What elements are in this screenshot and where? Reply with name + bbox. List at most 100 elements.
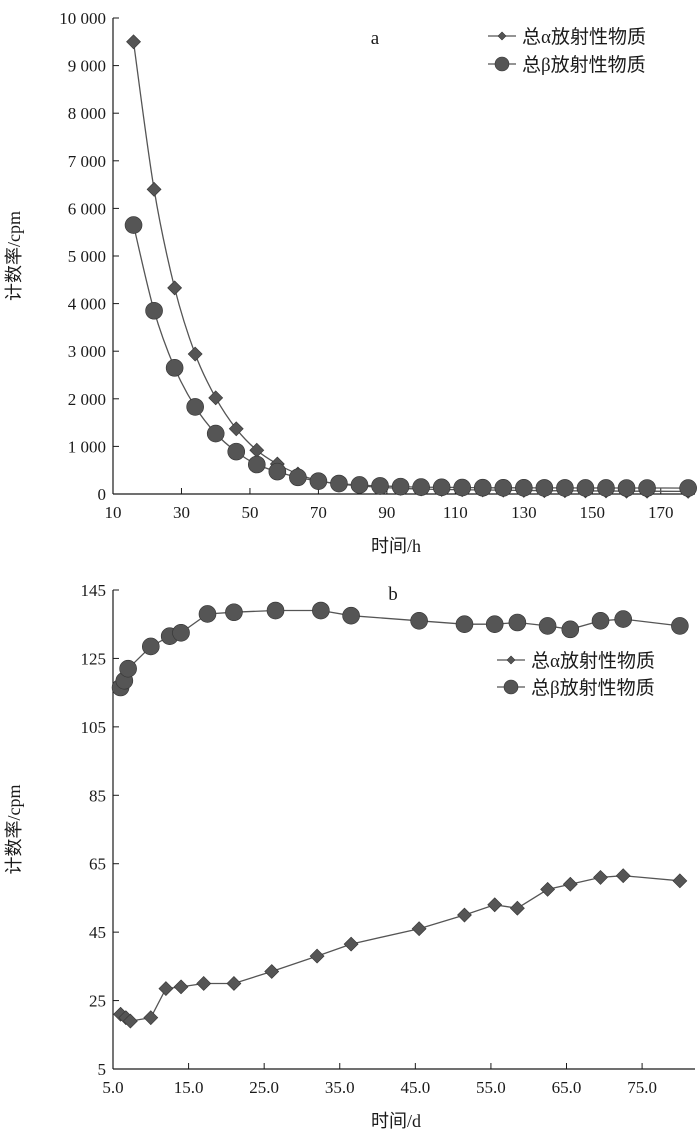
- circle-point: [455, 615, 474, 634]
- circle-point: [638, 479, 656, 497]
- x-tick-label: 25.0: [249, 1078, 279, 1097]
- chart-panel-a: 0 1 000 2 000 3 000 4 000 5 000 6 000 7 000 8 00…: [4, 9, 697, 556]
- diamond-point: [143, 1010, 159, 1026]
- series-line: [120, 875, 680, 1022]
- legend-circle-marker: [494, 56, 510, 72]
- diamond-point: [208, 390, 224, 406]
- circle-point: [473, 478, 492, 497]
- diamond-point: [173, 979, 189, 995]
- legend-entry: 总α放射性物质: [497, 650, 655, 672]
- y-tick-label: 5 000: [68, 247, 106, 266]
- diamond-point: [540, 881, 556, 897]
- circle-point: [268, 462, 287, 481]
- circle-point: [391, 477, 410, 496]
- legend-entry: 总α放射性物质: [488, 26, 646, 48]
- circle-point: [247, 455, 266, 474]
- x-tick-label: 5.0: [102, 1078, 123, 1097]
- legend-label: 总β放射性物质: [522, 54, 646, 76]
- legend-diamond-marker: [497, 31, 507, 41]
- y-tick-label: 25: [89, 992, 106, 1011]
- diamond-point: [228, 421, 244, 437]
- circle-point: [225, 603, 243, 622]
- y-axis-title: 计数率/cpm: [4, 211, 24, 301]
- circle-point: [186, 398, 204, 416]
- y-tick-label: 1 000: [68, 437, 106, 456]
- circle-point: [410, 611, 428, 630]
- x-tick-label: 10: [105, 503, 122, 522]
- diamond-point: [309, 948, 325, 964]
- diamond-point: [158, 981, 174, 997]
- legend-label: 总α放射性物质: [531, 650, 655, 672]
- circle-point: [614, 610, 632, 628]
- x-tick-label: 150: [580, 503, 606, 522]
- circle-point: [515, 479, 533, 497]
- x-tick-label: 130: [511, 503, 537, 522]
- y-tick-label: 105: [81, 718, 107, 737]
- legend-diamond-marker: [506, 655, 516, 665]
- circle-point: [342, 606, 360, 625]
- x-tick-label: 70: [310, 503, 327, 522]
- circle-point: [671, 617, 689, 635]
- x-tick-label: 35.0: [325, 1078, 355, 1097]
- circle-point: [432, 478, 451, 497]
- x-tick-label: 55.0: [476, 1078, 506, 1097]
- series-beta: [111, 601, 689, 697]
- circle-point: [350, 476, 369, 494]
- y-axis-title: 计数率/cpm: [4, 785, 24, 875]
- circle-point: [141, 637, 160, 656]
- x-tick-label: 30: [173, 503, 190, 522]
- circle-point: [124, 216, 143, 234]
- diamond-point: [167, 280, 183, 296]
- y-tick-label: 7 000: [68, 152, 106, 171]
- diamond-point: [146, 181, 162, 197]
- diamond-point: [487, 897, 503, 913]
- y-tick-label: 9 000: [68, 57, 106, 76]
- x-tick-label: 170: [648, 503, 674, 522]
- circle-point: [371, 477, 389, 495]
- circle-point: [538, 617, 557, 635]
- y-tick-label: 125: [81, 649, 107, 668]
- circle-point: [309, 472, 328, 490]
- x-tick-label: 15.0: [174, 1078, 204, 1097]
- diamond-point: [122, 1013, 138, 1029]
- x-tick-label: 45.0: [400, 1078, 430, 1097]
- diamond-point: [196, 976, 212, 991]
- diamond-point: [411, 921, 427, 937]
- circle-point: [556, 479, 574, 497]
- circle-point: [412, 478, 430, 496]
- legend-entry: 总β放射性物质: [488, 54, 646, 76]
- circle-point: [617, 479, 636, 497]
- chart-panel-b: 5 25 45 65 85 105 125 145 5.0 15.0 25.0 35.0 45.0 55.…: [4, 581, 695, 1131]
- circle-point: [591, 611, 610, 630]
- panel-label: b: [388, 584, 398, 605]
- circle-point: [508, 613, 527, 632]
- circle-point: [679, 479, 697, 497]
- x-tick-label: 110: [443, 503, 468, 522]
- series-line: [132, 224, 689, 489]
- legend-circle-marker: [503, 679, 519, 695]
- circle-point: [289, 468, 307, 487]
- diamond-point: [187, 346, 203, 362]
- circle-point: [330, 474, 348, 493]
- diamond-point: [226, 976, 242, 991]
- circle-point: [227, 442, 246, 461]
- circle-point: [535, 479, 554, 497]
- y-tick-label: 8 000: [68, 104, 106, 123]
- y-tick-label: 4 000: [68, 295, 106, 314]
- diamond-point: [562, 876, 578, 892]
- circle-point: [576, 479, 595, 497]
- diamond-point: [126, 34, 141, 50]
- circle-point: [198, 605, 217, 623]
- diamond-point: [343, 936, 359, 952]
- diamond-point: [457, 907, 472, 923]
- x-tick-label: 90: [378, 503, 395, 522]
- y-tick-label: 3 000: [68, 342, 106, 361]
- y-tick-label: 2 000: [68, 390, 106, 409]
- diamond-point: [672, 873, 688, 889]
- legend-label: 总β放射性物质: [531, 677, 655, 699]
- x-tick-label: 65.0: [552, 1078, 582, 1097]
- legend-label: 总α放射性物质: [522, 26, 646, 48]
- series-line: [132, 41, 689, 493]
- x-tick-label: 50: [241, 503, 258, 522]
